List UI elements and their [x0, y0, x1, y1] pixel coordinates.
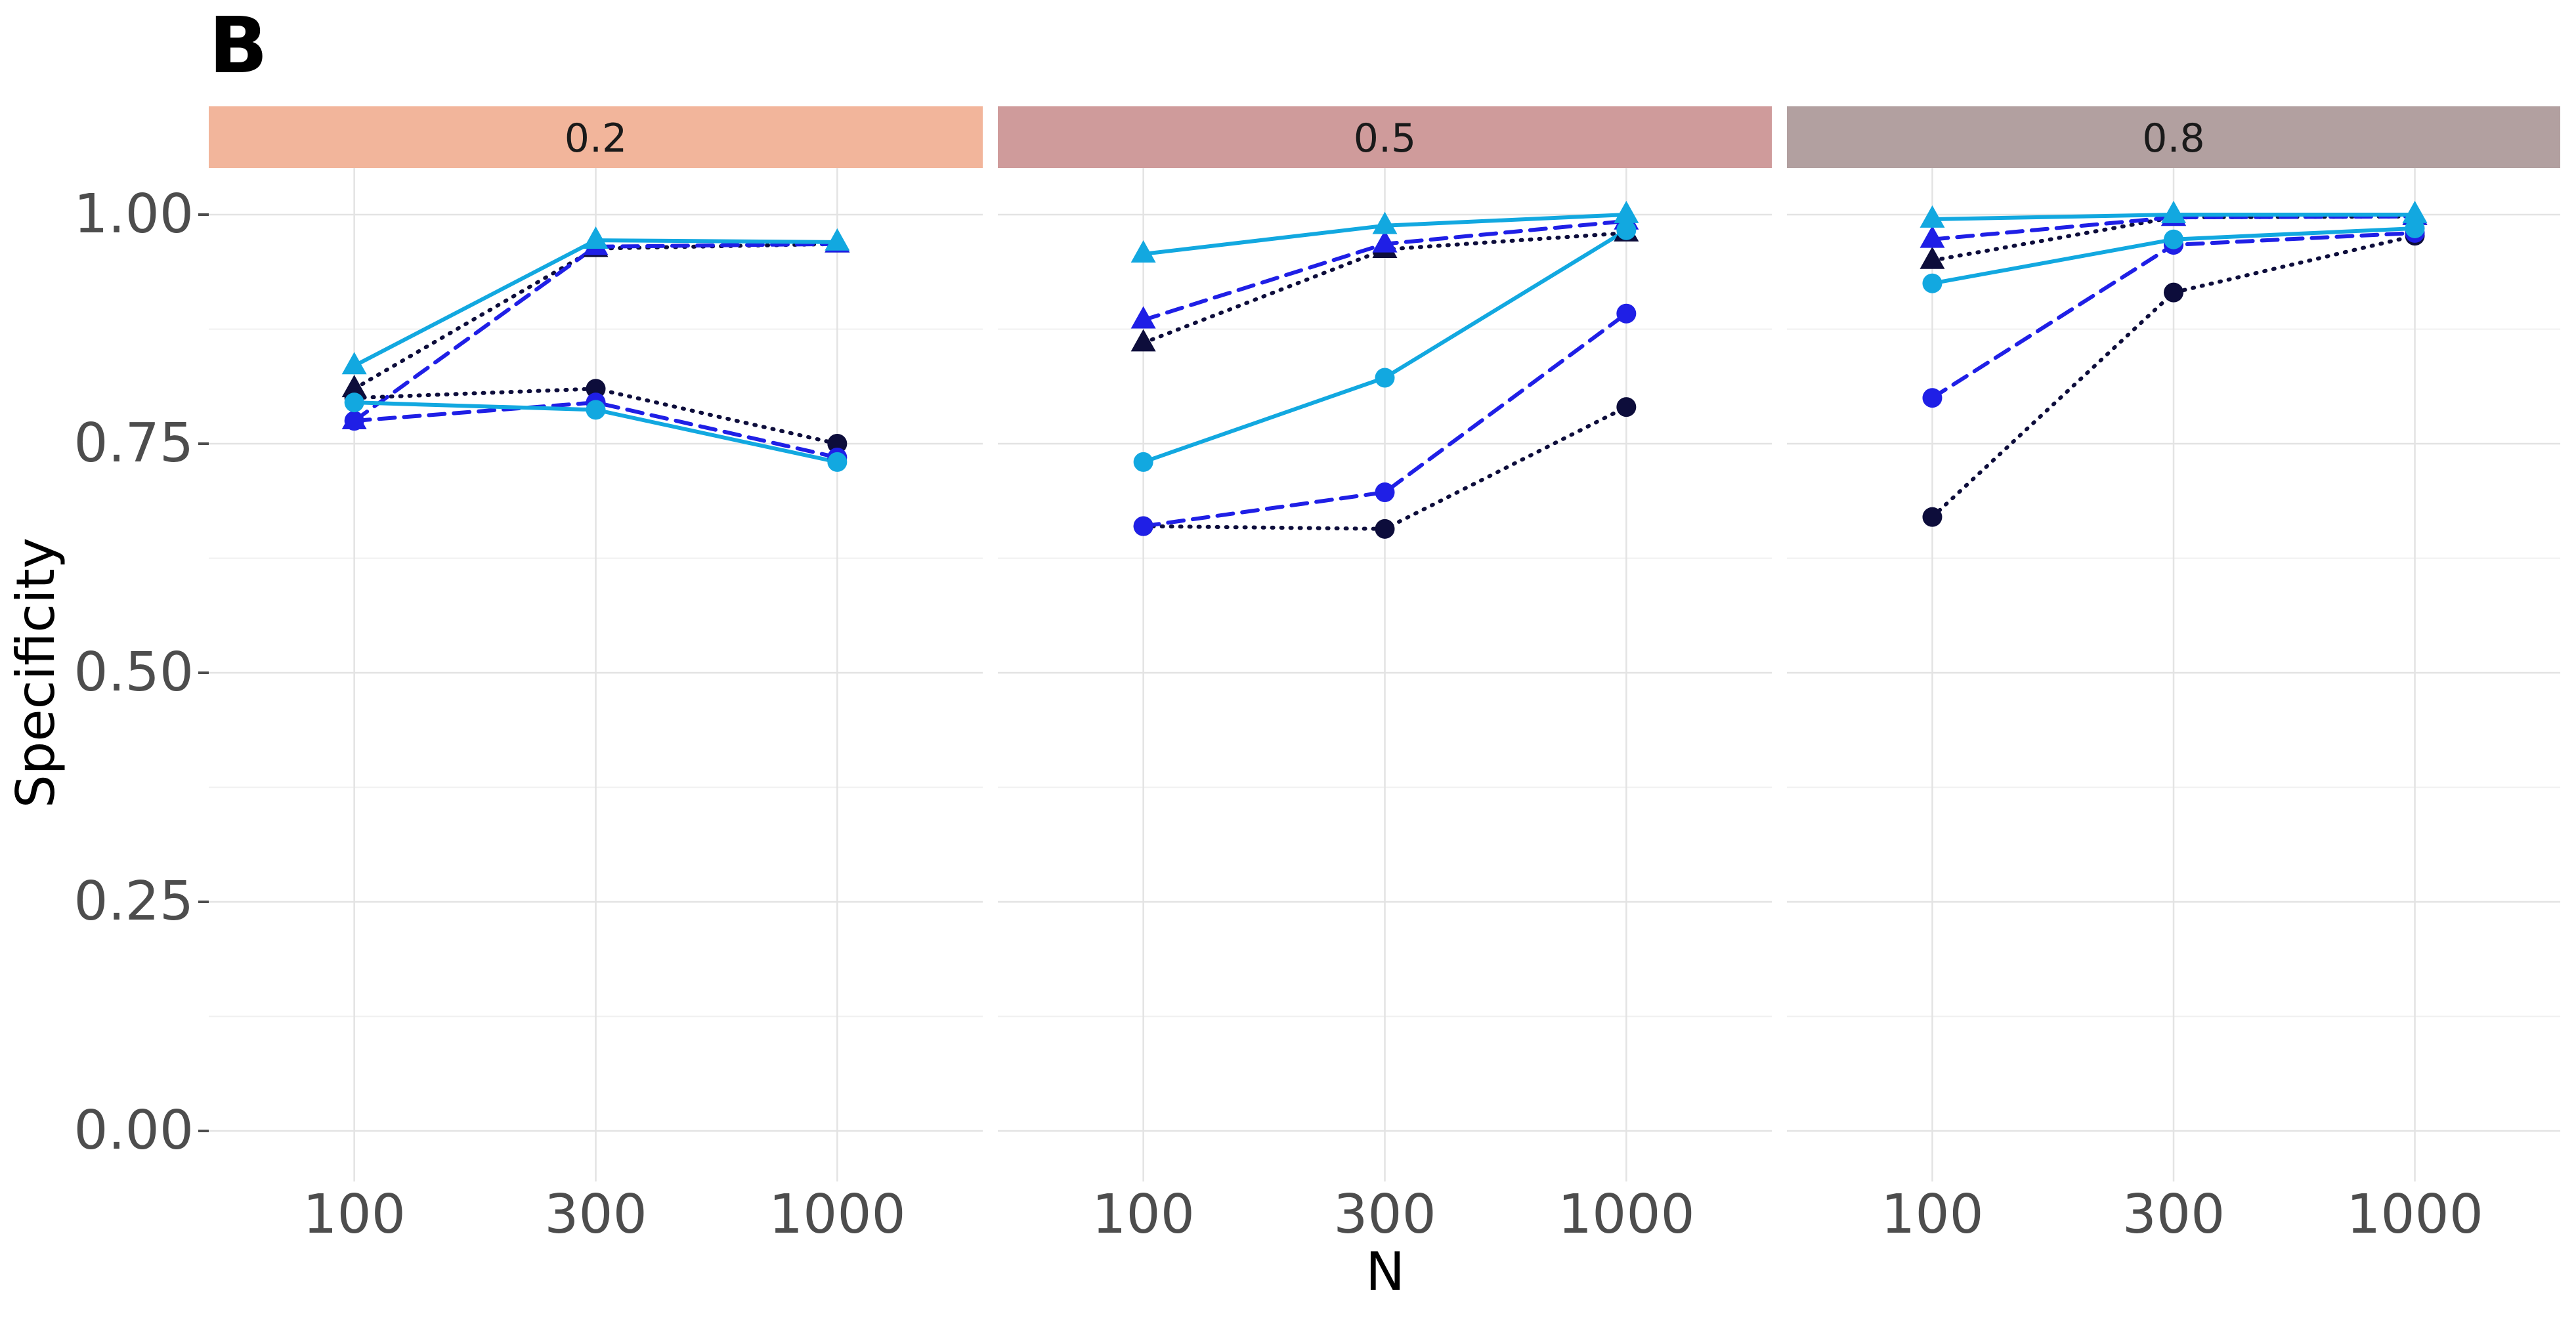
data-point-triangle — [1920, 246, 1945, 269]
x-tick-label: 100 — [1092, 1183, 1195, 1246]
facet-strip — [998, 106, 1772, 168]
data-point-circle — [827, 434, 848, 454]
x-tick-label: 300 — [1333, 1183, 1436, 1246]
data-point-circle — [1616, 220, 1637, 240]
data-point-triangle — [1372, 230, 1398, 253]
facet-strip-label: 0.5 — [1354, 116, 1416, 161]
data-point-triangle — [2161, 200, 2186, 223]
data-point-circle — [1375, 368, 1395, 388]
data-point-circle — [1616, 397, 1637, 417]
y-axis-title: Specificity — [5, 538, 66, 808]
data-point-circle — [586, 400, 606, 420]
facet-strip-label: 0.8 — [2142, 116, 2204, 161]
x-tick-label: 100 — [1881, 1183, 1984, 1246]
data-point-triangle — [2402, 200, 2428, 223]
data-point-triangle — [1130, 306, 1156, 329]
data-point-circle — [2164, 229, 2183, 249]
data-point-circle — [2405, 218, 2425, 238]
data-point-triangle — [1130, 240, 1156, 263]
x-tick-label: 100 — [303, 1183, 406, 1246]
data-point-triangle — [1130, 329, 1156, 352]
data-point-circle — [1375, 519, 1395, 539]
panel-label: B — [209, 0, 268, 91]
y-tick-label: 1.00 — [74, 183, 194, 245]
facet-strip — [209, 106, 983, 168]
data-point-triangle — [1920, 205, 1945, 228]
x-tick-label: 300 — [2122, 1183, 2225, 1246]
data-point-circle — [344, 393, 364, 413]
facet-strip-label: 0.2 — [565, 116, 627, 161]
y-tick-label: 0.00 — [74, 1099, 194, 1162]
series-line-blue-triangle — [1930, 214, 2417, 242]
data-point-circle — [1922, 388, 1943, 408]
y-tick-label: 0.25 — [74, 870, 194, 933]
data-point-triangle — [341, 352, 367, 375]
data-point-circle — [586, 379, 606, 399]
data-point-circle — [2164, 282, 2183, 303]
data-point-triangle — [1614, 200, 1639, 223]
data-point-circle — [1375, 482, 1395, 502]
data-point-triangle — [583, 226, 609, 249]
data-point-triangle — [1920, 225, 1945, 248]
data-point-circle — [827, 452, 848, 472]
data-point-triangle — [1372, 211, 1398, 234]
y-tick-label: 0.75 — [74, 412, 194, 475]
x-tick-label: 1000 — [1558, 1183, 1695, 1246]
facet-strip — [1787, 106, 2560, 168]
x-tick-label: 300 — [544, 1183, 647, 1246]
data-point-triangle — [825, 228, 850, 251]
y-tick-label: 0.50 — [74, 641, 194, 704]
data-point-circle — [1133, 452, 1153, 472]
series-line-blue-circle — [1141, 311, 1629, 528]
data-point-circle — [1616, 303, 1637, 324]
x-axis-title: N — [1365, 1241, 1405, 1302]
data-point-circle — [1133, 516, 1153, 536]
data-point-circle — [344, 411, 364, 431]
data-point-circle — [1922, 273, 1943, 293]
data-point-circle — [1922, 507, 1943, 527]
x-tick-label: 1000 — [2346, 1183, 2483, 1246]
x-tick-label: 1000 — [769, 1183, 906, 1246]
